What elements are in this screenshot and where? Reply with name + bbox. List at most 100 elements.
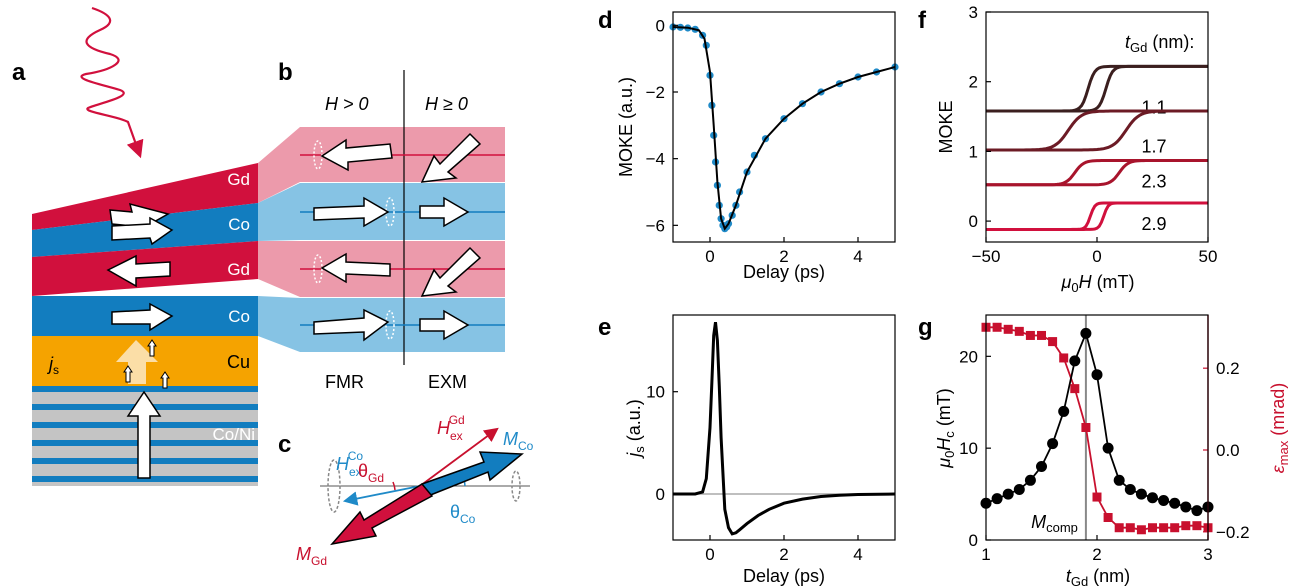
header-h-greater: H > 0 — [325, 94, 369, 114]
f-loop-down-2.9 — [986, 201, 1208, 231]
co-moment-arrow-2 — [111, 302, 174, 332]
f-ytick-label-1: 1 — [969, 142, 978, 161]
fmr-co-arrow-2 — [313, 308, 390, 342]
g-hc-point-9 — [1080, 327, 1092, 339]
header-h-geq: H ≥ 0 — [425, 94, 468, 114]
g-hc-point-16 — [1158, 495, 1170, 507]
g-hc-point-6 — [1047, 438, 1059, 450]
chart-g-xlabel: tGd (nm) — [1066, 566, 1130, 588]
hex-co-arrow — [342, 485, 421, 506]
layer-label-co-1: Co — [228, 215, 250, 234]
g-eps-point-10 — [1092, 492, 1102, 502]
g-hc-point-18 — [1180, 501, 1192, 513]
hex-gd-label: HexGd — [437, 413, 465, 443]
f-loop-up-1.1 — [986, 64, 1208, 113]
hex-gd-arrow — [419, 427, 499, 487]
js-label: js — [46, 354, 59, 377]
g-eps-point-17 — [1170, 523, 1180, 533]
g-eps-point-7 — [1059, 353, 1069, 363]
theta-gd-arc — [392, 481, 396, 491]
gd-precession-cone — [327, 459, 341, 513]
g-ytick-right-label-0: −0.2 — [1216, 523, 1250, 542]
laser-pulse-icon — [80, 6, 144, 159]
small-spin-arrows — [123, 339, 170, 389]
chart-e: 0 2 4 0 10 — [646, 321, 896, 564]
layer-label-coni: Co/Ni — [212, 425, 255, 444]
hex-co-label: HexCo — [336, 449, 363, 479]
fmr-co-arrow-1 — [313, 196, 390, 228]
chart-e-xlabel: Delay (ps) — [743, 566, 825, 586]
panel-e: e 0 2 4 0 10 Delay (ps) js (a.u.) — [598, 314, 896, 586]
g-eps-point-11 — [1103, 513, 1113, 522]
chart-d: 0 2 4 0 −2 −4 −6 — [646, 16, 899, 266]
g-xtick-label-0: 1 — [981, 545, 990, 564]
d-ytick-label-1: −2 — [646, 83, 665, 102]
moment-arrows — [106, 202, 174, 479]
panel-label-f: f — [918, 7, 927, 34]
f-loop-up-1.7 — [986, 109, 1208, 152]
theta-gd-label: θGd — [358, 461, 384, 485]
g-hc-point-2 — [1002, 488, 1014, 500]
panel-label-e: e — [598, 314, 611, 341]
panel-label-d: d — [598, 7, 613, 34]
g-hc-point-10 — [1091, 369, 1103, 381]
panel-a: a Gd Co Gd Co Cu Co/Ni — [12, 6, 258, 486]
e-xtick-label-1: 2 — [779, 545, 788, 564]
f-xtick-label-0: −50 — [972, 247, 1001, 266]
f-legend-2.3: 2.3 — [1141, 171, 1166, 191]
g-eps-point-6 — [1048, 337, 1058, 347]
g-eps-point-18 — [1181, 521, 1191, 531]
chart-f-title: tGd (nm): — [1125, 32, 1194, 55]
exm-gd-arrow-2 — [420, 246, 482, 297]
d-xtick-label-0: 0 — [705, 247, 714, 266]
g-hc-point-11 — [1102, 442, 1114, 454]
g-xtick-label-1: 2 — [1092, 545, 1101, 564]
layer-label-co-2: Co — [228, 307, 250, 326]
chart-d-ylabel: MOKE (a.u.) — [616, 77, 636, 177]
chart-g-ylabel-right: εmax (mrad) — [1268, 383, 1291, 473]
f-ytick-label-2: 2 — [969, 73, 978, 92]
exm-co-arrow-1 — [419, 196, 470, 228]
g-eps-point-3 — [1014, 326, 1024, 336]
fmr-gd-arrow-1 — [320, 138, 393, 172]
g-hc-point-1 — [991, 493, 1003, 505]
footer-fmr: FMR — [325, 372, 364, 392]
chart-d-frame — [672, 11, 896, 243]
g-eps-point-9 — [1081, 423, 1091, 432]
e-xtick-label-2: 4 — [853, 545, 862, 564]
g-eps-point-12 — [1114, 523, 1124, 533]
panel-c: c HexGd HexCo MCo MGd θGd θCo — [278, 413, 534, 568]
g-ytick-right-label-1: 0.0 — [1216, 441, 1240, 460]
gd-moment-arrow-2 — [106, 254, 171, 288]
e-ytick-label-0: 0 — [656, 485, 665, 504]
f-legend-2.9: 2.9 — [1141, 214, 1166, 234]
e-xtick-label-0: 0 — [705, 545, 714, 564]
d-ytick-label-2: −4 — [646, 150, 665, 169]
panel-g: g Mcomp 1 2 3 0 10 20 −0.2 0.0 0.2 tGd (nm) μ0Hc … — [918, 314, 1291, 588]
f-loop-down-2.3 — [986, 159, 1208, 187]
g-hc-point-8 — [1069, 355, 1081, 367]
g-hc-point-12 — [1113, 474, 1125, 486]
footer-exm: EXM — [428, 372, 467, 392]
layer-gd-top — [32, 163, 258, 230]
f-ytick-label-0: 0 — [969, 212, 978, 231]
panel-label-g: g — [918, 314, 933, 341]
g-mcomp-label: Mcomp — [1031, 512, 1078, 535]
g-eps-point-15 — [1148, 523, 1157, 533]
chart-f-ylabel: MOKE — [936, 100, 956, 153]
g-hc-point-4 — [1024, 474, 1036, 486]
g-hc-point-14 — [1135, 488, 1147, 500]
f-xtick-label-2: 50 — [1199, 247, 1218, 266]
g-xtick-label-2: 3 — [1203, 545, 1212, 564]
spin-current-arrow — [116, 340, 158, 384]
f-loop-down-1.1 — [986, 64, 1208, 113]
g-eps-point-4 — [1025, 330, 1035, 340]
fmr-gd-arrow-2 — [320, 252, 391, 284]
exm-gd-arrow-1 — [420, 132, 482, 183]
panel-label-a: a — [12, 59, 26, 86]
chart-e-ylabel: js (a.u.) — [624, 399, 647, 460]
d-xtick-label-2: 4 — [853, 247, 862, 266]
